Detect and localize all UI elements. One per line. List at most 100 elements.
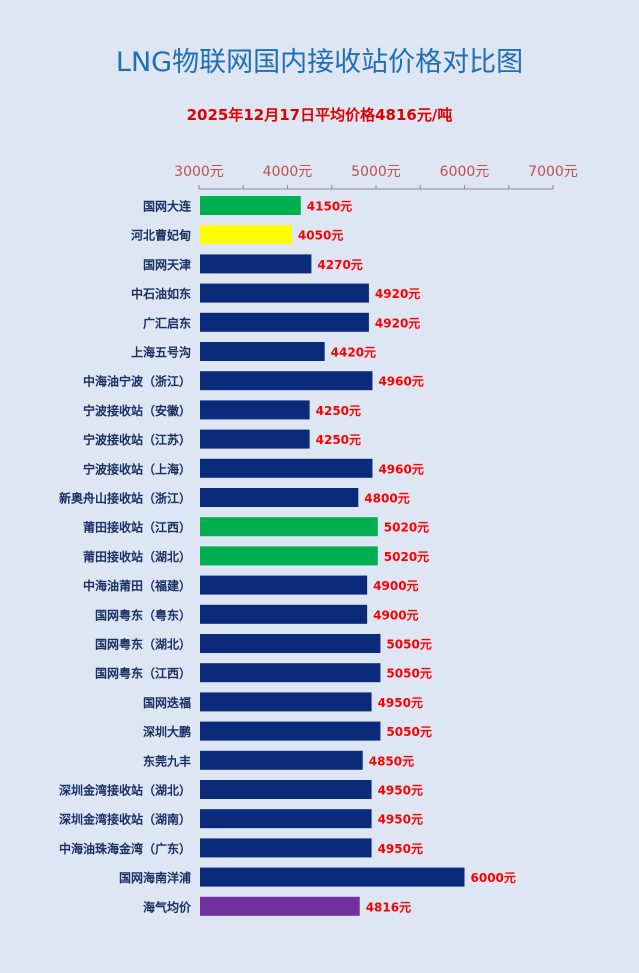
bar-row: 宁波接收站（江苏） 4250元 — [83, 429, 361, 449]
bar — [200, 780, 372, 799]
chart-subtitle: 2025年12月17日平均价格4816元/吨 — [186, 106, 453, 124]
bar-row: 国网大连 4150元 — [143, 196, 352, 215]
bar — [200, 721, 381, 741]
value-label: 5050元 — [386, 667, 431, 681]
value-label: 4920元 — [375, 316, 420, 330]
category-label: 宁波接收站（上海） — [83, 461, 191, 476]
bar-row: 国网海南洋浦 6000元 — [119, 867, 516, 887]
bar-row: 中海油珠海金湾（广东） 4950元 — [59, 838, 423, 858]
value-label: 4850元 — [369, 754, 414, 768]
bar — [200, 283, 369, 303]
category-label: 深圳金湾接收站（湖北） — [59, 783, 191, 798]
category-label: 河北曹妃甸 — [130, 228, 191, 243]
value-label: 5020元 — [384, 550, 429, 564]
x-axis: 3000元 4000元 5000元 6000元 7000元 — [174, 164, 578, 190]
bar-row: 莆田接收站（湖北） 5020元 — [83, 546, 429, 566]
category-label: 中海油莆田（福建） — [83, 578, 191, 593]
category-label: 国网粤东（湖北） — [95, 637, 191, 652]
bar-row: 国网粤东（湖北） 5050元 — [95, 634, 432, 653]
bar — [200, 517, 378, 537]
category-label: 中海油宁波（浙江） — [83, 374, 191, 389]
bar — [200, 458, 373, 478]
category-label: 广汇启东 — [143, 315, 191, 330]
x-tick-label: 5000元 — [351, 164, 401, 180]
bar — [200, 488, 359, 507]
bar-row: 河北曹妃甸 4050元 — [130, 225, 343, 245]
value-label: 4050元 — [298, 229, 343, 243]
bar — [200, 838, 372, 858]
bar — [200, 254, 312, 274]
bar — [200, 196, 301, 215]
bar — [200, 692, 372, 712]
category-label: 上海五号沟 — [131, 345, 191, 360]
category-label: 莆田接收站（江西） — [83, 520, 191, 535]
bar-row: 国网粤东（江西） 5050元 — [95, 663, 432, 683]
category-label: 中石油如东 — [131, 286, 191, 301]
value-label: 5050元 — [386, 638, 431, 652]
bar-row: 中海油莆田（福建） 4900元 — [83, 575, 419, 595]
bar — [200, 371, 373, 391]
category-label: 中海油珠海金湾（广东） — [59, 841, 191, 856]
bar — [200, 400, 310, 420]
bar — [200, 604, 368, 624]
bar — [200, 225, 292, 245]
value-label: 4900元 — [373, 608, 418, 622]
bar — [200, 867, 465, 887]
bar-row: 宁波接收站（安徽） 4250元 — [83, 400, 361, 420]
value-label: 4816元 — [366, 900, 411, 914]
bar-row: 上海五号沟 4420元 — [131, 342, 376, 361]
category-label: 宁波接收站（安徽） — [83, 403, 191, 418]
bar — [200, 575, 368, 595]
bar-row: 广汇启东 4920元 — [143, 312, 420, 332]
category-label: 国网粤东（粤东） — [95, 607, 191, 622]
value-label: 4920元 — [375, 287, 420, 301]
bar-row: 莆田接收站（江西） 5020元 — [83, 517, 429, 537]
bar-row: 中石油如东 4920元 — [131, 283, 420, 303]
x-tick-label: 6000元 — [440, 164, 490, 180]
value-label: 5050元 — [386, 725, 431, 739]
x-tick-label: 7000元 — [528, 164, 578, 180]
bar-row: 海气均价 4816元 — [143, 896, 411, 916]
bar-row: 国网迭福 4950元 — [143, 692, 423, 712]
bar-row: 深圳金湾接收站（湖南） 4950元 — [59, 809, 423, 829]
bar — [200, 312, 369, 332]
value-label: 4960元 — [378, 375, 423, 389]
category-label: 宁波接收站（江苏） — [83, 432, 191, 447]
category-label: 深圳金湾接收站（湖南） — [59, 812, 191, 827]
value-label: 4250元 — [316, 404, 361, 418]
value-label: 4950元 — [378, 842, 423, 856]
category-label: 深圳大鹏 — [143, 724, 191, 739]
value-label: 4150元 — [307, 200, 352, 214]
value-label: 4950元 — [378, 696, 423, 710]
bar-row: 国网粤东（粤东） 4900元 — [95, 604, 419, 624]
bar — [200, 634, 381, 653]
bar-row: 东莞九丰 4850元 — [143, 750, 414, 770]
value-label: 4950元 — [378, 813, 423, 827]
value-label: 6000元 — [471, 871, 516, 885]
bar — [200, 896, 360, 916]
category-label: 国网海南洋浦 — [119, 870, 191, 885]
bar-row: 宁波接收站（上海） 4960元 — [83, 458, 424, 478]
x-tick-label: 3000元 — [174, 164, 224, 180]
value-label: 4420元 — [331, 346, 376, 360]
value-label: 4250元 — [316, 433, 361, 447]
x-tick-label: 4000元 — [263, 164, 313, 180]
bar-row: 深圳大鹏 5050元 — [143, 721, 432, 741]
category-label: 国网粤东（江西） — [95, 666, 191, 681]
bar-row: 国网天津 4270元 — [143, 254, 363, 274]
bar — [200, 342, 325, 361]
bar-row: 中海油宁波（浙江） 4960元 — [83, 371, 424, 391]
category-label: 东莞九丰 — [143, 753, 191, 768]
category-label: 海气均价 — [143, 899, 192, 914]
category-label: 新奥舟山接收站（浙江） — [59, 491, 191, 506]
bar — [200, 809, 372, 829]
bar — [200, 750, 363, 770]
value-label: 4950元 — [378, 784, 423, 798]
bar — [200, 546, 378, 566]
category-label: 国网迭福 — [143, 695, 191, 710]
value-label: 4800元 — [364, 492, 409, 506]
bar — [200, 429, 310, 449]
category-label: 国网天津 — [143, 257, 191, 272]
